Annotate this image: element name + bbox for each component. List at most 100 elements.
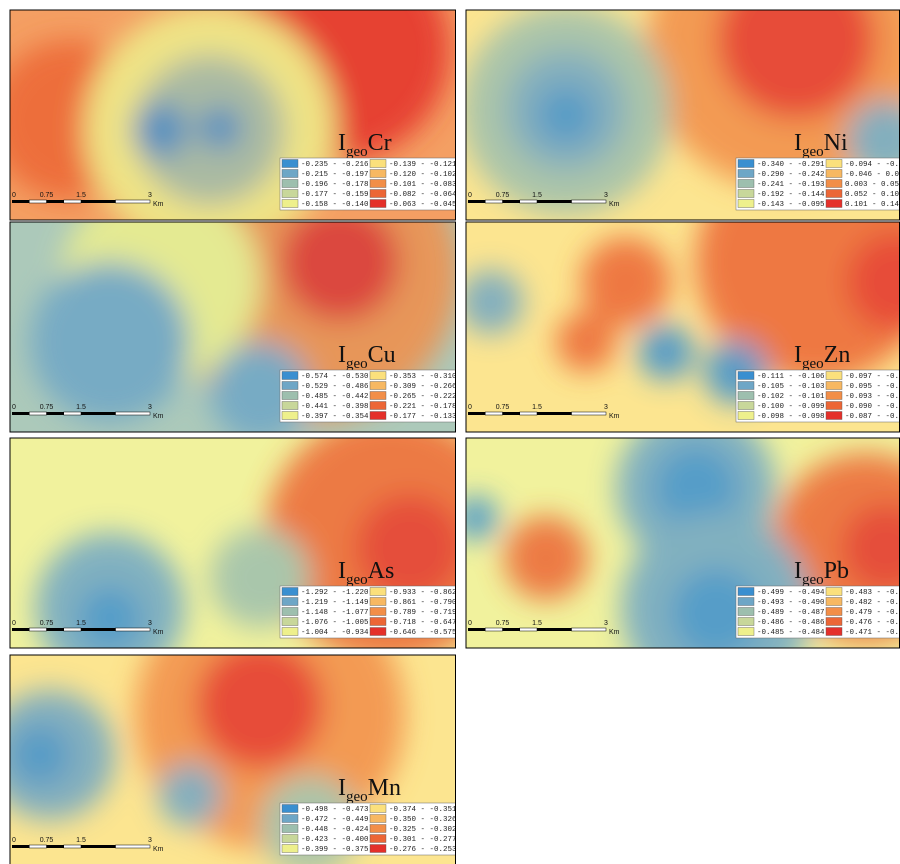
legend-label: -0.046 - 0.002 (845, 171, 900, 179)
legend-label: -1.219 - -1.149 (301, 599, 369, 607)
legend-label: -0.265 - -0.222 (389, 393, 457, 401)
scale-unit: Km (609, 201, 620, 208)
legend-swatch (282, 402, 298, 410)
legend-label: -0.479 - -0.477 (845, 609, 900, 617)
legend-label: -0.158 - -0.140 (301, 201, 369, 209)
legend-swatch (826, 402, 842, 410)
surface-blob (132, 102, 188, 158)
legend-swatch (370, 382, 386, 390)
legend-label: -0.143 - -0.095 (757, 201, 825, 209)
legend-swatch (738, 618, 754, 626)
legend-label: -0.529 - -0.486 (301, 383, 369, 391)
page: {"legend_colors": ["#3a8fd0", "#6ea6c6",… (0, 0, 900, 864)
legend-label: -0.097 - -0.096 (845, 373, 900, 381)
scale-seg (47, 628, 64, 631)
scale-seg (520, 412, 537, 415)
legend-label: -0.087 - -0.085 (845, 413, 900, 421)
legend-label: -0.100 - -0.099 (757, 403, 825, 411)
scale-seg (520, 628, 537, 631)
title-sub: geo (802, 356, 824, 372)
legend-swatch (370, 598, 386, 606)
legend-swatch (738, 608, 754, 616)
title-main: I (794, 342, 802, 368)
scale-seg (12, 200, 29, 203)
legend-swatch (738, 588, 754, 596)
scale-label: 0.75 (40, 404, 54, 411)
title-main: I (794, 130, 802, 156)
scale-label: 0.75 (496, 404, 510, 411)
legend-swatch (826, 180, 842, 188)
legend-swatch (738, 180, 754, 188)
legend-label: -0.177 - -0.159 (301, 191, 369, 199)
legend-swatch (282, 392, 298, 400)
surface-blob (198, 106, 242, 150)
surface-blob (504, 516, 588, 600)
scale-label: 3 (148, 620, 152, 627)
legend-label: -0.101 - -0.083 (389, 181, 457, 189)
legend-label: -0.471 - -0.469 (845, 629, 900, 637)
scale-label: 3 (604, 404, 608, 411)
legend-swatch (738, 412, 754, 420)
title-element: Cu (368, 342, 396, 368)
surface-blob (78, 586, 142, 650)
legend-label: -0.498 - -0.473 (301, 806, 369, 814)
title-sub: geo (346, 789, 368, 805)
scale-seg (572, 412, 607, 415)
legend-swatch (370, 845, 386, 853)
legend-label: -0.090 - -0.088 (845, 403, 900, 411)
scale-label: 0 (468, 192, 472, 199)
scale-seg (503, 628, 520, 631)
legend-swatch (282, 588, 298, 596)
legend-swatch (738, 200, 754, 208)
map-content: IgeoNi-0.340 - -0.291-0.290 - -0.242-0.2… (461, 0, 900, 220)
legend-label: -0.476 - -0.474 (845, 619, 900, 627)
legend-swatch (370, 372, 386, 380)
scale-seg (572, 200, 607, 203)
scale-seg (468, 200, 485, 203)
scale-seg (47, 200, 64, 203)
legend-label: -0.350 - -0.326 (389, 816, 457, 824)
legend-label: -0.276 - -0.253 (389, 846, 457, 854)
scale-label: 0.75 (496, 620, 510, 627)
legend-label: -0.441 - -0.398 (301, 403, 369, 411)
legend-label: -0.423 - -0.400 (301, 836, 369, 844)
legend-swatch (282, 412, 298, 420)
legend-label: 0.101 - 0.149 (845, 201, 900, 209)
surface-blob (195, 640, 325, 770)
scale-unit: Km (153, 846, 164, 853)
scale-seg (468, 628, 485, 631)
surface-blob (556, 312, 616, 372)
legend-swatch (738, 190, 754, 198)
legend-label: -0.485 - -0.442 (301, 393, 369, 401)
legend-label: -0.309 - -0.266 (389, 383, 457, 391)
legend-label: 0.003 - 0.051 (845, 181, 900, 189)
scale-seg (64, 628, 81, 631)
scale-seg (116, 845, 151, 848)
legend-label: 0.052 - 0.100 (845, 191, 900, 199)
legend-label: -0.482 - -0.480 (845, 599, 900, 607)
legend-swatch (826, 618, 842, 626)
scale-seg (503, 412, 520, 415)
surface-blob (459, 270, 523, 334)
title-sub: geo (346, 572, 368, 588)
title-main: I (338, 775, 346, 801)
scale-label: 1.5 (76, 620, 86, 627)
scale-label: 3 (148, 192, 152, 199)
scale-seg (572, 628, 607, 631)
scale-seg (12, 628, 29, 631)
legend-swatch (826, 598, 842, 606)
scale-label: 3 (604, 620, 608, 627)
legend-swatch (282, 845, 298, 853)
title-main: I (338, 130, 346, 156)
legend-label: -1.004 - -0.934 (301, 629, 369, 637)
legend-swatch (370, 190, 386, 198)
map-panel: IgeoPb-0.499 - -0.494-0.493 - -0.490-0.4… (454, 408, 900, 703)
scale-label: 0.75 (496, 192, 510, 199)
scale-label: 0 (12, 404, 16, 411)
legend-label: -0.241 - -0.193 (757, 181, 825, 189)
legend-swatch (370, 805, 386, 813)
legend-swatch (826, 170, 842, 178)
legend-swatch (282, 628, 298, 636)
surface-blob (30, 262, 190, 422)
legend-swatch (370, 588, 386, 596)
